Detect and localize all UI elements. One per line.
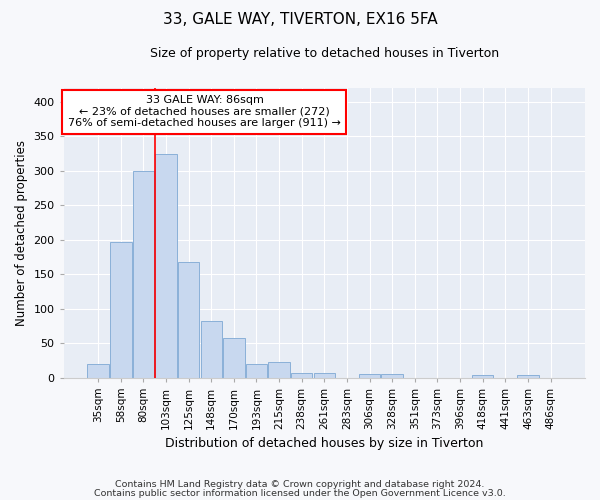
Text: Contains HM Land Registry data © Crown copyright and database right 2024.: Contains HM Land Registry data © Crown c… [115,480,485,489]
Bar [517,376,539,378]
X-axis label: Distribution of detached houses by size in Tiverton: Distribution of detached houses by size … [165,437,484,450]
Text: Contains public sector information licensed under the Open Government Licence v3: Contains public sector information licen… [94,488,506,498]
Bar [291,372,313,378]
Bar [110,242,131,378]
Bar [133,171,154,378]
Bar [88,364,109,378]
Text: 33 GALE WAY: 86sqm
← 23% of detached houses are smaller (272)
76% of semi-detach: 33 GALE WAY: 86sqm ← 23% of detached hou… [68,96,341,128]
Title: Size of property relative to detached houses in Tiverton: Size of property relative to detached ho… [150,48,499,60]
Bar [268,362,290,378]
Bar [223,338,245,378]
Bar [178,262,199,378]
Y-axis label: Number of detached properties: Number of detached properties [15,140,28,326]
Bar [314,372,335,378]
Bar [246,364,267,378]
Bar [155,154,177,378]
Text: 33, GALE WAY, TIVERTON, EX16 5FA: 33, GALE WAY, TIVERTON, EX16 5FA [163,12,437,28]
Bar [382,374,403,378]
Bar [472,376,493,378]
Bar [200,321,222,378]
Bar [359,374,380,378]
